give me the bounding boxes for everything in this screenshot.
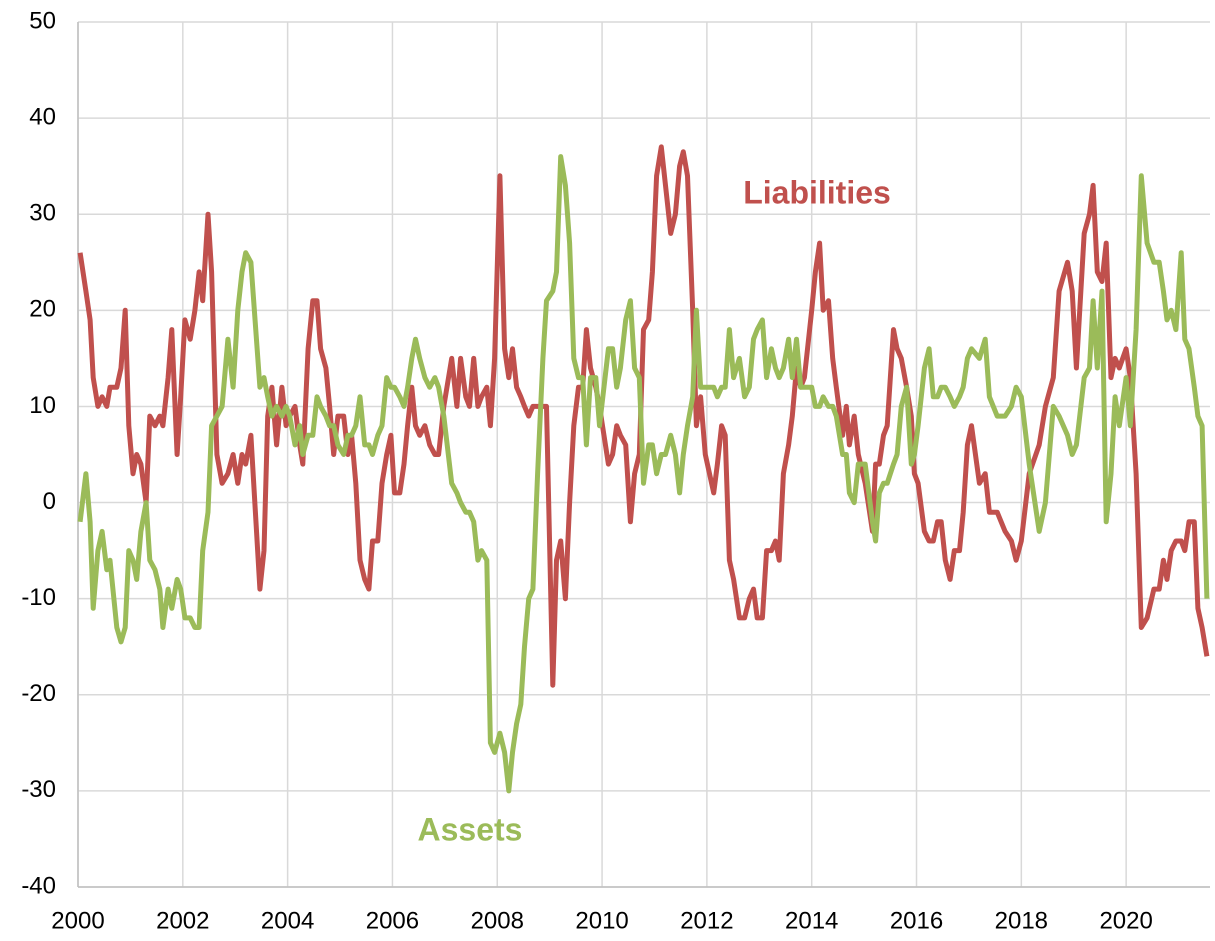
x-tick-label: 2006	[366, 907, 419, 934]
y-tick-label: 50	[29, 7, 56, 34]
x-tick-label: 2002	[156, 907, 209, 934]
series-line	[77, 154, 1210, 794]
series-label: Assets	[418, 811, 523, 847]
x-tick-label: 2012	[680, 907, 733, 934]
y-tick-label: 0	[43, 488, 56, 515]
x-tick-label: 2018	[995, 907, 1048, 934]
x-tick-label: 2008	[471, 907, 524, 934]
y-tick-label: 30	[29, 200, 56, 227]
x-tick-label: 2016	[890, 907, 943, 934]
x-tick-label: 2010	[575, 907, 628, 934]
y-tick-label: 20	[29, 296, 56, 323]
y-tick-label: -40	[21, 872, 56, 899]
y-tick-label: 40	[29, 103, 56, 130]
x-tick-label: 2004	[261, 907, 314, 934]
series-line	[77, 144, 1210, 688]
y-tick-label: -30	[21, 776, 56, 803]
y-tick-label: 10	[29, 392, 56, 419]
series-label: Liabilities	[743, 174, 891, 210]
y-tick-label: -10	[21, 584, 56, 611]
y-tick-label: -20	[21, 680, 56, 707]
x-tick-label: 2020	[1099, 907, 1152, 934]
x-tick-label: 2000	[51, 907, 104, 934]
x-tick-label: 2014	[785, 907, 838, 934]
